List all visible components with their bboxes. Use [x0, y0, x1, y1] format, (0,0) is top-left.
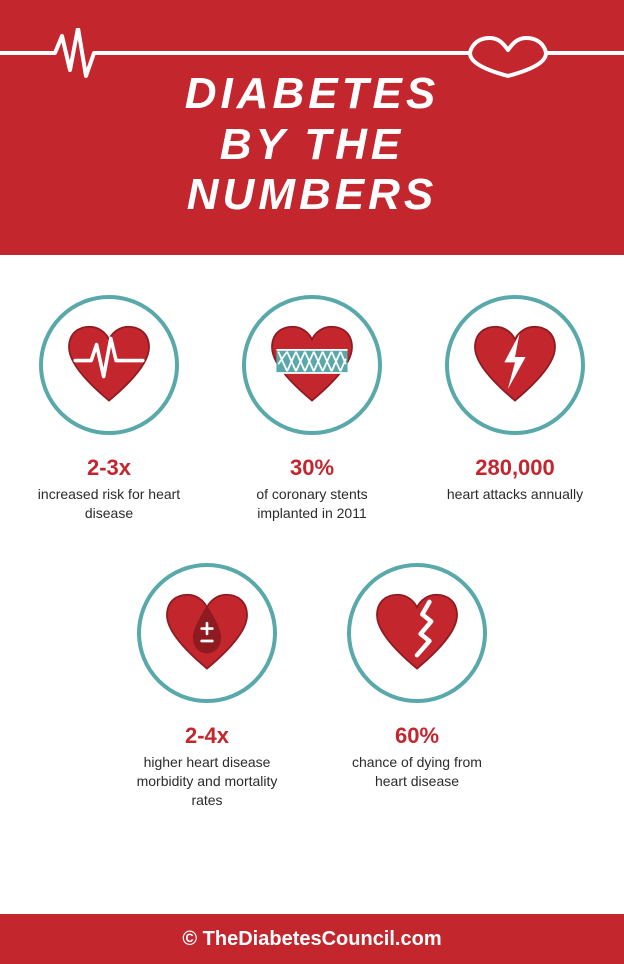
heart-stent-icon — [242, 295, 382, 435]
stat-value: 2-4x — [185, 723, 229, 749]
stat-morbidity-mortality: 2-4x higher heart disease morbidity and … — [125, 563, 290, 810]
stat-value: 30% — [290, 455, 334, 481]
stat-heart-disease-risk: 2-3x increased risk for heart disease — [30, 295, 188, 523]
stat-coronary-stents: 30% of coronary stents implanted in 2011 — [233, 295, 391, 523]
stat-value: 280,000 — [475, 455, 555, 481]
title-line-3: Numbers — [187, 170, 437, 219]
stats-row-2: 2-4x higher heart disease morbidity and … — [30, 563, 594, 810]
stat-label: higher heart disease morbidity and morta… — [125, 753, 290, 810]
heart-drop-icon — [137, 563, 277, 703]
page-title: Diabetes by the Numbers — [185, 69, 439, 221]
footer-bar: © TheDiabetesCouncil.com — [0, 914, 624, 964]
stats-grid: 2-3x increased risk for heart disease 30… — [0, 255, 624, 869]
stats-row-1: 2-3x increased risk for heart disease 30… — [30, 295, 594, 523]
stat-label: heart attacks annually — [447, 485, 583, 504]
title-line-2: by the — [220, 120, 405, 169]
stat-death-chance: 60% chance of dying from heart disease — [335, 563, 500, 810]
header-banner: Diabetes by the Numbers — [0, 0, 624, 255]
stat-label: chance of dying from heart disease — [335, 753, 500, 791]
heart-crack-icon — [347, 563, 487, 703]
stat-value: 2-3x — [87, 455, 131, 481]
stat-label: of coronary stents implanted in 2011 — [233, 485, 391, 523]
ekg-decoration — [0, 28, 624, 78]
heart-ekg-icon — [39, 295, 179, 435]
stat-value: 60% — [395, 723, 439, 749]
stat-heart-attacks: 280,000 heart attacks annually — [436, 295, 594, 523]
footer-text: © TheDiabetesCouncil.com — [182, 928, 441, 951]
heart-bolt-icon — [445, 295, 585, 435]
stat-label: increased risk for heart disease — [30, 485, 188, 523]
